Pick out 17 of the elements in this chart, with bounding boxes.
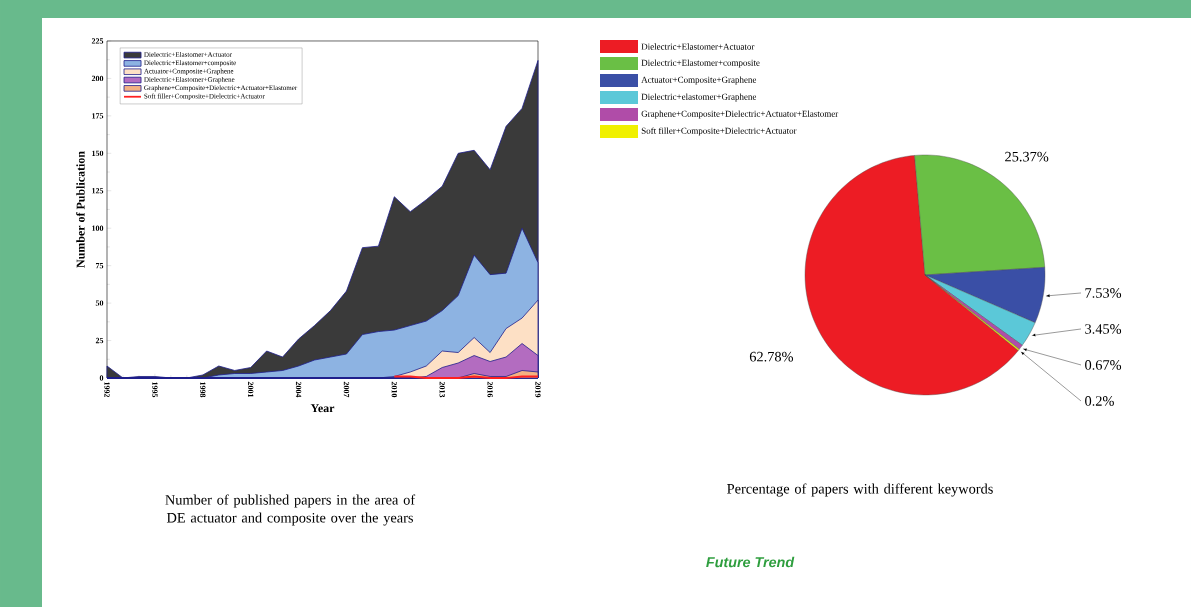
data-label: 0.2% bbox=[1085, 396, 1114, 406]
data-label: 62.78% bbox=[749, 351, 794, 362]
y-axis-title: Number of Publication bbox=[76, 151, 85, 268]
legend-label: Dielectric+Elastomer+composite bbox=[641, 59, 760, 68]
legend-label: Soft filler+Composite+Dielectric+Actuator bbox=[641, 127, 797, 136]
legend-label: Graphene+Composite+Dielectric+Actuator+Elastomer bbox=[641, 110, 839, 119]
data-label: 0.67% bbox=[1085, 360, 1122, 370]
data-label: 7.53% bbox=[1085, 288, 1122, 298]
text: Percentage of papers with different keywords bbox=[727, 483, 993, 497]
legend-label: Dielectric+Elastomer+Actuator bbox=[641, 43, 755, 50]
data-label: 25.37% bbox=[1005, 151, 1049, 162]
text: Number of published papers in the area of DE actuator and composite over the years bbox=[165, 494, 416, 526]
data-label: 3.45% bbox=[1085, 324, 1122, 334]
x-axis-title: Year bbox=[310, 404, 335, 413]
legend-label: Actuator+Composite+Graphene bbox=[641, 76, 757, 85]
legend-label: Dielectric+elastomer+Graphene bbox=[641, 93, 757, 102]
text: Future Trend bbox=[706, 556, 795, 568]
